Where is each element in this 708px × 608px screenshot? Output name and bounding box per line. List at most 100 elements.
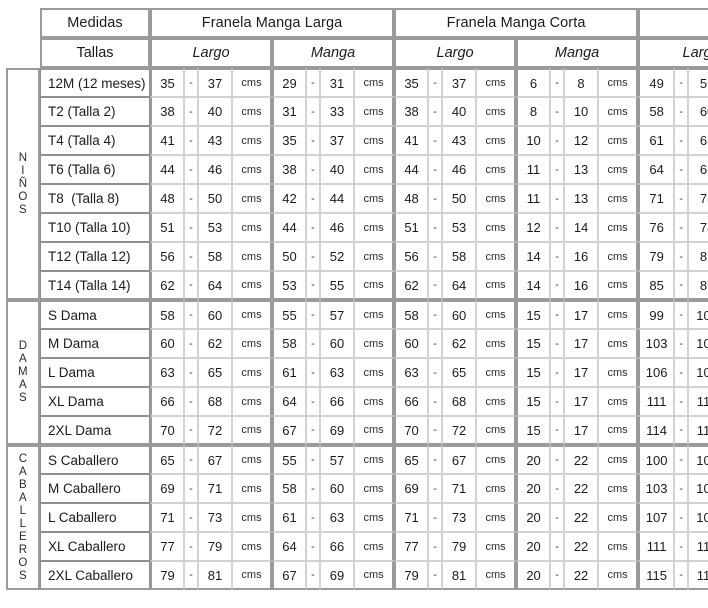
measure-max: 60 xyxy=(320,474,354,503)
measure-max: 17 xyxy=(564,329,599,358)
measure-max: 37 xyxy=(442,68,477,97)
measure-unit: cms xyxy=(354,68,395,97)
size-label: XL Caballero xyxy=(40,532,150,561)
range-dash: - xyxy=(306,271,320,300)
measure-min: 20 xyxy=(516,474,551,503)
measure-max: 22 xyxy=(564,503,599,532)
range-dash: - xyxy=(428,561,443,590)
range-dash: - xyxy=(550,445,565,474)
measure-unit: cms xyxy=(232,97,272,126)
measure-max: 31 xyxy=(320,68,354,97)
measure-min: 48 xyxy=(394,184,429,213)
range-dash: - xyxy=(550,213,565,242)
measure-min: 15 xyxy=(516,358,551,387)
measure-max: 43 xyxy=(198,126,232,155)
size-label: L Caballero xyxy=(40,503,150,532)
measure-max: 13 xyxy=(564,184,599,213)
measure-max: 40 xyxy=(320,155,354,184)
table-row: N I Ñ O S 12M (12 meses) 35-37 cms 29-31 cms 35-37… xyxy=(6,68,708,300)
measure-min: 35 xyxy=(150,68,184,97)
table-row: T8 (Talla 8) 48-50 cms 42-44 cms 48-50 cms 11-1… xyxy=(6,184,708,213)
header-pantalon-largo: Pantalon Largo xyxy=(638,8,708,38)
range-dash: - xyxy=(428,416,443,445)
measure-min: 20 xyxy=(516,445,551,474)
measure-max: 40 xyxy=(198,97,232,126)
measure-max: 67 xyxy=(198,445,232,474)
range-dash: - xyxy=(428,271,443,300)
range-dash: - xyxy=(428,68,443,97)
measure-max: 65 xyxy=(198,358,232,387)
measure-unit: cms xyxy=(598,387,639,416)
measure-min: 6 xyxy=(516,68,551,97)
measure-min: 48 xyxy=(150,184,184,213)
measure-unit: cms xyxy=(232,242,272,271)
range-dash: - xyxy=(306,474,320,503)
measure-max: 60 xyxy=(442,300,477,329)
range-dash: - xyxy=(674,561,689,590)
range-dash: - xyxy=(184,474,198,503)
range-dash: - xyxy=(674,300,689,329)
range-dash: - xyxy=(428,155,443,184)
measure-min: 64 xyxy=(638,155,675,184)
measure-min: 106 xyxy=(638,358,675,387)
measure-max: 63 xyxy=(320,503,354,532)
table-row: 2XL Dama 70-72 cms 67-69 cms 70-72 cms 15-17 cms… xyxy=(6,416,708,445)
measure-unit: cms xyxy=(354,271,395,300)
measure-min: 61 xyxy=(272,358,306,387)
header-franela-manga-corta: Franela Manga Corta xyxy=(394,8,639,38)
range-dash: - xyxy=(428,213,443,242)
measure-unit: cms xyxy=(232,329,272,358)
table-head: Medidas Franela Manga Larga Franela Mang… xyxy=(6,8,708,68)
measure-min: 111 xyxy=(638,532,675,561)
subheader-fml-manga: Manga xyxy=(272,38,395,68)
measure-min: 41 xyxy=(150,126,184,155)
measure-max: 72 xyxy=(442,416,477,445)
range-dash: - xyxy=(674,242,689,271)
measure-max: 16 xyxy=(564,242,599,271)
range-dash: - xyxy=(674,474,689,503)
table-row: L Dama 63-65 cms 61-63 cms 63-65 cms 15-17 cms 10… xyxy=(6,358,708,387)
measure-min: 71 xyxy=(638,184,675,213)
size-label: T4 (Talla 4) xyxy=(40,126,150,155)
range-dash: - xyxy=(428,445,443,474)
range-dash: - xyxy=(674,445,689,474)
size-label: T12 (Talla 12) xyxy=(40,242,150,271)
measure-max: 72 xyxy=(198,416,232,445)
measure-max: 81 xyxy=(688,242,708,271)
measure-max: 64 xyxy=(442,271,477,300)
range-dash: - xyxy=(184,358,198,387)
subheader-fml-largo: Largo xyxy=(150,38,272,68)
table-body: N I Ñ O S 12M (12 meses) 35-37 cms 29-31 cms 35-37… xyxy=(6,68,708,590)
measure-min: 61 xyxy=(638,126,675,155)
range-dash: - xyxy=(674,213,689,242)
range-dash: - xyxy=(184,213,198,242)
measure-unit: cms xyxy=(232,474,272,503)
range-dash: - xyxy=(184,155,198,184)
range-dash: - xyxy=(550,126,565,155)
range-dash: - xyxy=(550,184,565,213)
range-dash: - xyxy=(674,329,689,358)
measure-max: 12 xyxy=(564,126,599,155)
measure-unit: cms xyxy=(598,97,639,126)
measure-max: 22 xyxy=(564,532,599,561)
range-dash: - xyxy=(674,126,689,155)
measure-unit: cms xyxy=(598,242,639,271)
measure-unit: cms xyxy=(476,561,517,590)
measure-min: 99 xyxy=(638,300,675,329)
measure-min: 66 xyxy=(394,387,429,416)
measure-min: 60 xyxy=(150,329,184,358)
measure-max: 78 xyxy=(688,213,708,242)
measure-max: 79 xyxy=(442,532,477,561)
measure-max: 22 xyxy=(564,445,599,474)
range-dash: - xyxy=(184,503,198,532)
measure-max: 17 xyxy=(564,300,599,329)
measure-min: 63 xyxy=(394,358,429,387)
measure-max: 46 xyxy=(320,213,354,242)
measure-max: 73 xyxy=(688,184,708,213)
measure-max: 101 xyxy=(688,300,708,329)
range-dash: - xyxy=(306,329,320,358)
measure-min: 38 xyxy=(150,97,184,126)
measure-min: 49 xyxy=(638,68,675,97)
range-dash: - xyxy=(674,358,689,387)
